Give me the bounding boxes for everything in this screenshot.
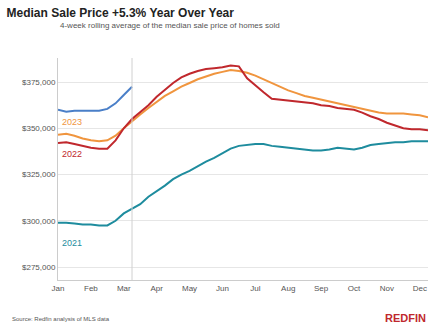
svg-text:REDFIN: REDFIN (385, 312, 426, 324)
svg-text:Median Sale Price +5.3% Year O: Median Sale Price +5.3% Year Over Year (7, 6, 235, 20)
svg-text:2021: 2021 (62, 238, 82, 248)
svg-text:4-week rolling average of the: 4-week rolling average of the median sal… (60, 21, 280, 30)
svg-text:Mar: Mar (117, 284, 131, 293)
svg-text:Sep: Sep (314, 284, 329, 293)
svg-text:Aug: Aug (281, 284, 295, 293)
svg-text:$275,000: $275,000 (22, 263, 56, 272)
svg-text:Oct: Oct (348, 284, 361, 293)
svg-text:2023: 2023 (62, 117, 82, 127)
svg-text:Jan: Jan (52, 284, 65, 293)
svg-text:2022: 2022 (62, 149, 82, 159)
svg-text:Feb: Feb (84, 284, 98, 293)
svg-text:Dec: Dec (413, 284, 427, 293)
svg-text:$375,000: $375,000 (22, 78, 56, 87)
svg-text:Nov: Nov (380, 284, 394, 293)
svg-text:$325,000: $325,000 (22, 170, 56, 179)
svg-text:$300,000: $300,000 (22, 217, 56, 226)
svg-text:Apr: Apr (150, 284, 163, 293)
svg-text:Source: Redfin analysis of MLS: Source: Redfin analysis of MLS data (12, 316, 110, 322)
svg-text:$350,000: $350,000 (22, 124, 56, 133)
svg-text:Jun: Jun (216, 284, 229, 293)
svg-text:Jul: Jul (250, 284, 260, 293)
svg-text:May: May (182, 284, 197, 293)
